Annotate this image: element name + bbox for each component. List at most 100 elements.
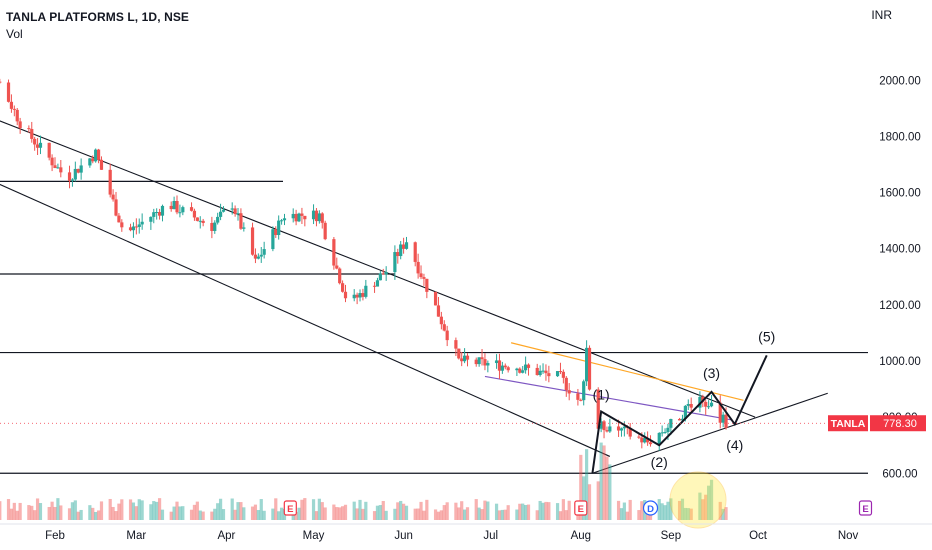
candle-body: [59, 167, 63, 173]
volume-bar: [79, 509, 83, 520]
volume-bar: [608, 464, 612, 520]
volume-bar: [67, 508, 72, 520]
volume-bar: [149, 504, 153, 520]
volume-bar: [338, 507, 342, 520]
event-marker-label: E: [287, 504, 293, 515]
candle-body: [616, 426, 621, 431]
candle-body: [233, 208, 237, 215]
candle-body: [131, 226, 136, 231]
last-price-tag: [870, 415, 926, 432]
wave-label: (1): [593, 387, 610, 403]
candle-body: [384, 272, 388, 275]
candle-body: [648, 442, 653, 445]
candle-body: [35, 144, 40, 148]
symbol-title[interactable]: TANLA PLATFORMS L, 1D, NSE: [6, 10, 190, 24]
candle-body: [332, 239, 336, 266]
volume-bar: [262, 510, 266, 520]
volume-bar: [718, 501, 722, 520]
candle-body: [619, 428, 624, 431]
candle-body: [352, 294, 356, 299]
candle-body: [535, 367, 539, 376]
volume-bar: [555, 503, 560, 520]
candle-body: [707, 406, 711, 408]
candle-body: [253, 254, 258, 259]
candle-body: [436, 305, 441, 317]
candle-body: [117, 215, 121, 223]
volume-bar: [96, 510, 101, 520]
candle-body: [698, 396, 702, 408]
candle-body: [704, 401, 708, 407]
currency-label: INR: [871, 8, 892, 22]
y-tick-label: 600.00: [882, 468, 917, 480]
candle-body: [567, 390, 571, 394]
volume-bar: [111, 506, 115, 520]
x-tick-label: Jun: [394, 530, 413, 542]
candle-body: [291, 213, 295, 219]
volume-bar: [140, 500, 144, 520]
candle-body: [70, 179, 75, 181]
volume-bar: [230, 498, 234, 520]
candle-body: [76, 168, 80, 173]
volume-bar: [114, 511, 118, 520]
volume-bar: [480, 509, 484, 520]
candle-body: [12, 108, 16, 110]
y-tick-label: 2000.00: [879, 75, 921, 87]
candle-body: [250, 227, 255, 255]
candle-body: [94, 149, 98, 162]
candle-body: [558, 371, 563, 373]
candle-body: [465, 355, 470, 360]
event-marker-label: E: [578, 504, 584, 515]
candle-body: [343, 291, 348, 299]
candle-body: [378, 273, 382, 281]
candle-body: [192, 210, 197, 218]
candle-body: [709, 402, 714, 407]
event-marker-label: D: [647, 504, 654, 515]
volume-bar: [30, 505, 34, 520]
candle-body: [413, 242, 417, 262]
volume-bar: [218, 498, 223, 520]
volume-bar: [637, 510, 641, 520]
candle-body: [157, 212, 162, 216]
volume-bar: [6, 499, 11, 520]
volume-bar: [91, 507, 95, 520]
candle-body: [294, 213, 298, 222]
candle-body: [303, 215, 307, 220]
volume-bar: [585, 449, 589, 520]
candle-body: [724, 414, 728, 428]
earnings-marker: [574, 500, 588, 516]
volume-bar: [616, 500, 621, 520]
volume-bar: [587, 484, 592, 520]
volume-bar: [683, 507, 687, 520]
candle-body: [114, 199, 118, 216]
volume-bar: [152, 501, 156, 520]
candle-body: [457, 348, 461, 359]
x-tick-label: Aug: [571, 530, 591, 542]
event-marker-label: E: [862, 504, 868, 515]
volume-bar: [442, 505, 446, 520]
volume-bar: [358, 499, 362, 520]
candle-body: [169, 205, 173, 210]
volume-bar: [619, 508, 624, 520]
volume-bar: [701, 499, 705, 520]
candle-body: [317, 213, 321, 222]
y-tick-label: 1200.00: [879, 300, 921, 312]
volume-bar: [47, 506, 51, 520]
volume-bar: [271, 508, 275, 520]
volume-bar: [544, 501, 548, 520]
volume-indicator-label[interactable]: Vol: [6, 27, 23, 41]
volume-bar: [259, 499, 263, 520]
candle-body: [640, 437, 644, 443]
candle-body: [602, 421, 606, 431]
volume-bar: [50, 501, 54, 520]
candle-body: [189, 207, 194, 211]
candle-body: [474, 359, 478, 365]
channel-upper-line: [0, 120, 756, 418]
candle-body: [660, 432, 664, 434]
candle-body: [361, 293, 365, 297]
candle-body: [201, 220, 205, 223]
volume-bar: [250, 506, 255, 520]
volume-bar: [279, 507, 284, 520]
candle-body: [134, 226, 138, 228]
candle-body: [221, 209, 226, 212]
